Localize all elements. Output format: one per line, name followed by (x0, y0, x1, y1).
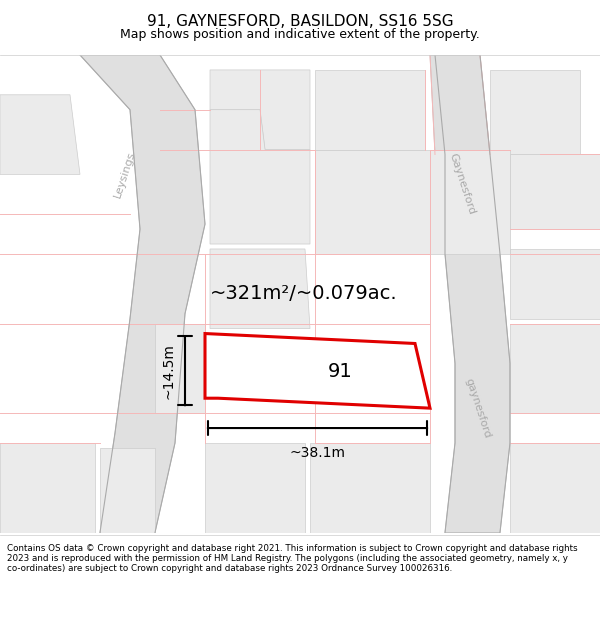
Polygon shape (0, 443, 95, 532)
Text: Contains OS data © Crown copyright and database right 2021. This information is : Contains OS data © Crown copyright and d… (7, 544, 578, 573)
Text: 91: 91 (328, 362, 352, 381)
Polygon shape (510, 324, 600, 413)
Polygon shape (540, 154, 600, 229)
Text: Map shows position and indicative extent of the property.: Map shows position and indicative extent… (120, 28, 480, 41)
Polygon shape (205, 443, 305, 532)
Polygon shape (430, 55, 510, 532)
Polygon shape (315, 70, 425, 149)
Text: ~14.5m: ~14.5m (161, 343, 175, 399)
Polygon shape (155, 324, 205, 413)
Text: ~321m²/~0.079ac.: ~321m²/~0.079ac. (210, 284, 398, 303)
Polygon shape (80, 55, 205, 532)
Text: 91, GAYNESFORD, BASILDON, SS16 5SG: 91, GAYNESFORD, BASILDON, SS16 5SG (146, 14, 454, 29)
Polygon shape (315, 149, 430, 254)
Polygon shape (490, 70, 580, 154)
Polygon shape (100, 448, 155, 532)
Polygon shape (510, 443, 600, 532)
Polygon shape (510, 154, 600, 229)
Polygon shape (205, 334, 430, 408)
Polygon shape (310, 443, 430, 532)
Text: Gaynesford: Gaynesford (448, 152, 476, 216)
Polygon shape (510, 249, 600, 319)
Text: Leysings: Leysings (113, 150, 137, 199)
Polygon shape (210, 249, 310, 329)
Text: ~38.1m: ~38.1m (290, 446, 346, 460)
Polygon shape (210, 70, 310, 149)
Polygon shape (430, 149, 510, 254)
Text: gaynesford: gaynesford (464, 377, 493, 439)
Polygon shape (210, 110, 310, 244)
Polygon shape (0, 95, 80, 174)
